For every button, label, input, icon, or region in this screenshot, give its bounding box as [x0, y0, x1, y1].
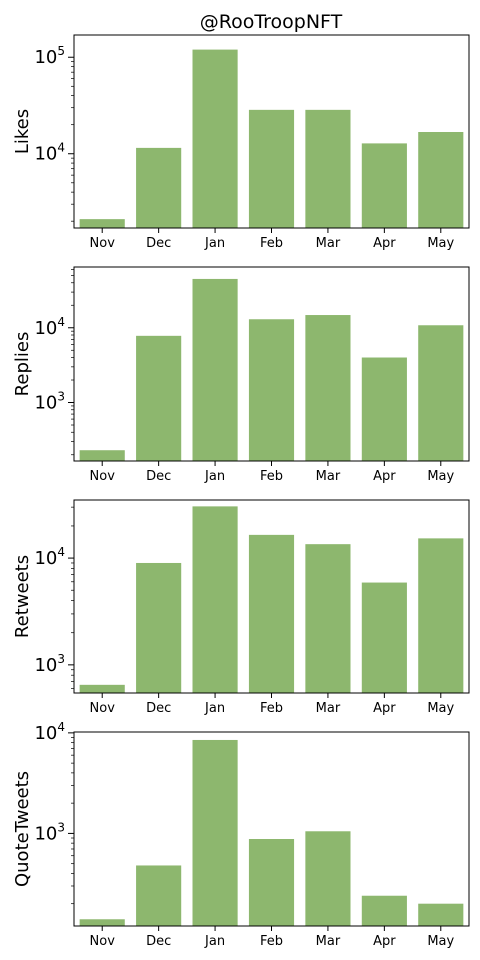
x-tick-label: Jan: [204, 236, 225, 251]
x-tick-label: May: [427, 469, 454, 484]
bar-mar: [305, 315, 351, 461]
x-tick-label: Feb: [260, 469, 283, 484]
x-tick-label: Apr: [373, 934, 396, 949]
bar-jan: [192, 278, 238, 461]
bar-dec: [136, 147, 182, 228]
y-axis-label: QuoteTweets: [12, 771, 33, 887]
bar-feb: [248, 839, 295, 926]
y-tick-label: 104: [34, 141, 65, 165]
x-tick-label: Apr: [373, 469, 396, 484]
x-tick-label: Dec: [146, 236, 171, 251]
x-tick-label: Nov: [90, 469, 116, 484]
bar-may: [418, 538, 464, 693]
x-tick-label: Feb: [260, 236, 283, 251]
bar-feb: [248, 319, 295, 461]
bar-apr: [361, 895, 407, 926]
bar-nov: [79, 684, 125, 693]
bar-feb: [248, 109, 295, 228]
y-tick-label: 103: [34, 820, 65, 844]
x-tick-label: Nov: [90, 236, 116, 251]
y-axis-label: Replies: [12, 332, 33, 397]
x-tick-label: Dec: [146, 701, 171, 716]
y-tick-label: 103: [34, 390, 65, 414]
bar-nov: [79, 450, 125, 461]
x-tick-label: May: [427, 236, 454, 251]
bar-may: [418, 903, 464, 926]
y-tick-label: 105: [34, 44, 65, 68]
y-tick-label: 104: [34, 315, 65, 339]
x-tick-label: Apr: [373, 236, 396, 251]
subplot-likes: 104 105 Nov Dec Jan Feb Mar Apr May Likes: [12, 34, 470, 251]
x-tick-label: Mar: [316, 701, 341, 716]
bar-dec: [136, 562, 182, 693]
bar-mar: [305, 109, 351, 228]
bar-may: [418, 325, 464, 461]
x-tick-label: Mar: [316, 469, 341, 484]
axes-frame: [73, 499, 470, 694]
bar-nov: [79, 219, 125, 228]
axes-frame: [73, 266, 470, 462]
bar-apr: [361, 582, 407, 693]
bar-mar: [305, 544, 351, 693]
bar-jan: [192, 49, 238, 228]
bar-dec: [136, 865, 182, 926]
x-tick-label: May: [427, 934, 454, 949]
y-tick-label: 103: [34, 652, 65, 676]
bar-nov: [79, 919, 125, 926]
bar-apr: [361, 143, 407, 228]
x-tick-label: Jan: [204, 469, 225, 484]
x-tick-label: Feb: [260, 701, 283, 716]
x-tick-label: Nov: [90, 934, 116, 949]
x-tick-label: Apr: [373, 701, 396, 716]
bar-jan: [192, 739, 238, 926]
bar-dec: [136, 335, 182, 461]
x-tick-label: Jan: [204, 701, 225, 716]
bar-jan: [192, 506, 238, 693]
x-tick-label: Dec: [146, 469, 171, 484]
bar-feb: [248, 534, 295, 693]
x-tick-label: Nov: [90, 701, 116, 716]
bar-may: [418, 132, 464, 228]
y-axis-label: Retweets: [12, 555, 33, 638]
subplot-quotetweets: 103 104 Nov Dec Jan Feb Mar Apr May QuoteTweets: [12, 720, 470, 949]
axes-frame: [73, 34, 470, 229]
x-tick-label: Dec: [146, 934, 171, 949]
axes-frame: [73, 731, 470, 927]
x-tick-label: May: [427, 701, 454, 716]
y-axis-label: Likes: [12, 109, 33, 154]
x-tick-label: Mar: [316, 934, 341, 949]
y-tick-label: 104: [34, 720, 65, 744]
subplot-replies: 103 104 Nov Dec Jan Feb Mar Apr May Replies: [12, 266, 470, 484]
x-tick-label: Mar: [316, 236, 341, 251]
x-tick-label: Feb: [260, 934, 283, 949]
subplot-retweets: 103 104 Nov Dec Jan Feb Mar Apr May Retweets: [12, 499, 470, 716]
x-tick-label: Jan: [204, 934, 225, 949]
chart-title: @RooTroopNFT: [200, 11, 343, 33]
y-tick-label: 104: [34, 545, 65, 569]
bar-mar: [305, 831, 351, 926]
bar-apr: [361, 357, 407, 461]
